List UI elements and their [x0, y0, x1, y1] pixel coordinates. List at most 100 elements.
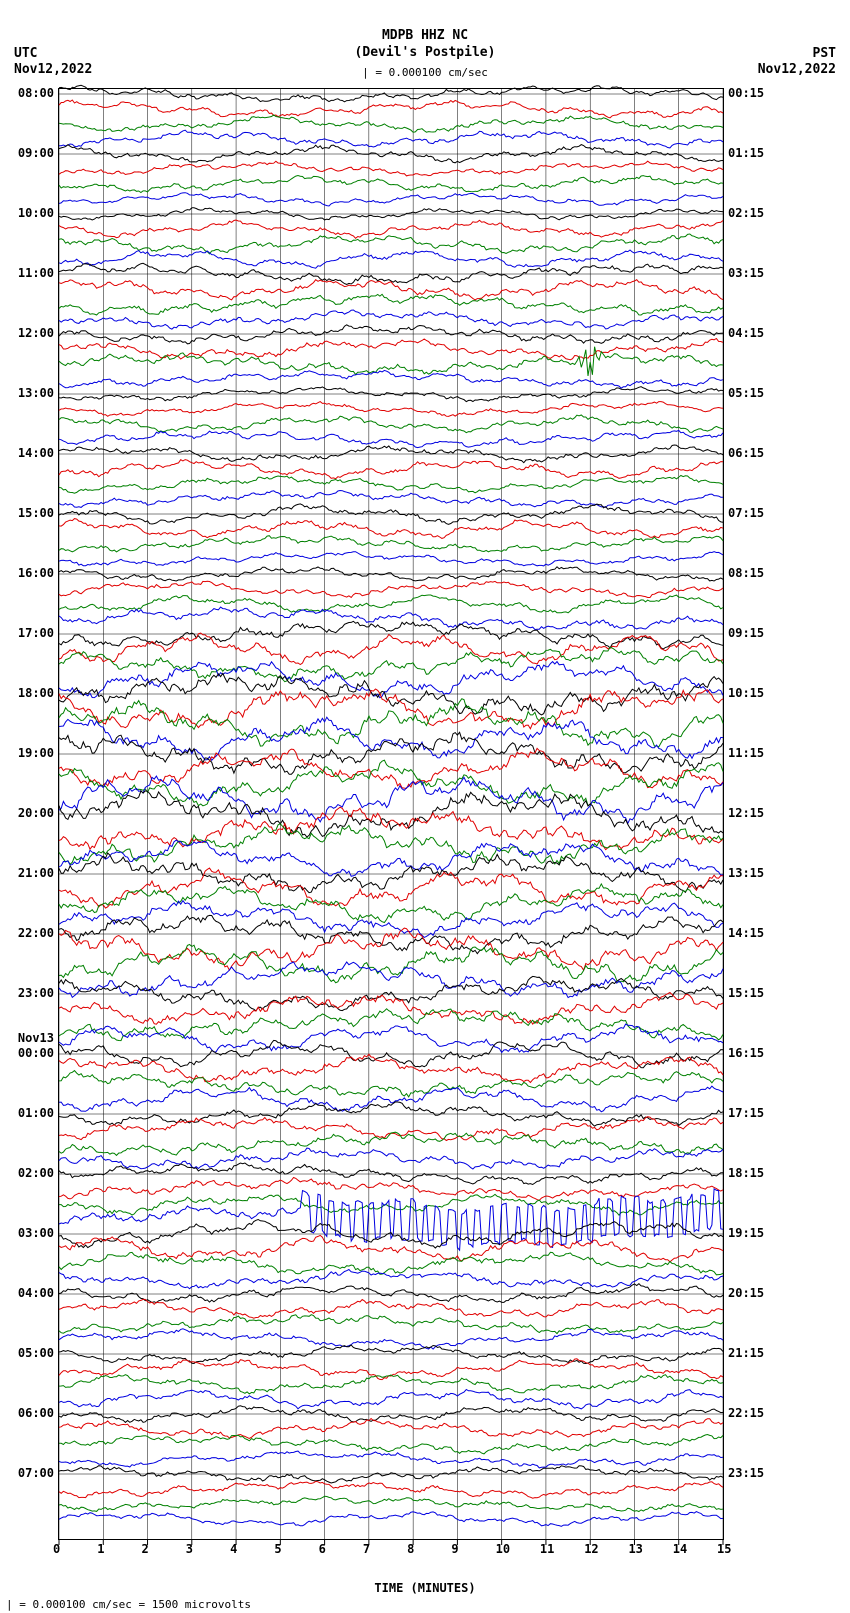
x-tick: 11	[540, 1542, 554, 1556]
trace-row	[59, 595, 723, 613]
trace-row	[59, 1359, 723, 1380]
trace-row	[59, 901, 723, 938]
trace-row	[59, 402, 723, 417]
trace-row	[59, 491, 723, 508]
trace-row	[59, 1148, 723, 1169]
pst-time-label: 10:15	[728, 686, 764, 700]
pst-time-label: 15:15	[728, 986, 764, 1000]
trace-row	[59, 1270, 723, 1289]
x-tick: 0	[53, 1542, 60, 1556]
utc-time-label: 05:00	[18, 1346, 54, 1360]
trace-row	[59, 145, 723, 163]
trace-row	[59, 176, 723, 193]
utc-time-label: 22:00	[18, 926, 54, 940]
pst-time-label: 03:15	[728, 266, 764, 280]
pst-time-label: 06:15	[728, 446, 764, 460]
utc-time-label: 03:00	[18, 1226, 54, 1240]
trace-row	[59, 662, 723, 698]
pst-time-label: 23:15	[728, 1466, 764, 1480]
trace-row	[59, 1315, 723, 1334]
x-tick: 10	[496, 1542, 510, 1556]
utc-time-label: 08:00	[18, 86, 54, 100]
trace-row	[59, 699, 723, 747]
utc-time-label: 00:00	[18, 1046, 54, 1060]
utc-time-label: 01:00	[18, 1106, 54, 1120]
pst-time-label: 13:15	[728, 866, 764, 880]
x-tick: 2	[142, 1542, 149, 1556]
trace-row	[59, 294, 723, 315]
trace-row	[59, 732, 723, 774]
trace-row	[59, 1284, 723, 1303]
x-tick: 9	[451, 1542, 458, 1556]
trace-row	[59, 234, 723, 254]
utc-time-label: 15:00	[18, 506, 54, 520]
trace-row	[59, 1512, 723, 1527]
pst-time-label: 04:15	[728, 326, 764, 340]
trace-row	[59, 993, 723, 1025]
x-tick: 14	[673, 1542, 687, 1556]
pst-time-label: 14:15	[728, 926, 764, 940]
trace-row	[59, 633, 723, 664]
trace-row	[59, 581, 723, 597]
tz-right: PST	[758, 46, 836, 62]
x-tick: 1	[97, 1542, 104, 1556]
trace-row	[59, 1375, 723, 1394]
trace-row	[59, 1132, 723, 1155]
top-right-label: PST Nov12,2022	[758, 46, 836, 77]
date-left: Nov12,2022	[14, 62, 92, 78]
trace-row	[59, 1299, 723, 1318]
pst-time-label: 19:15	[728, 1226, 764, 1240]
trace-row	[59, 536, 723, 552]
trace-row	[59, 552, 723, 566]
tz-left: UTC	[14, 46, 92, 62]
utc-time-label: Nov13	[18, 1031, 54, 1045]
trace-row	[59, 607, 723, 629]
pst-time-label: 12:15	[728, 806, 764, 820]
utc-time-label: 21:00	[18, 866, 54, 880]
trace-row	[59, 220, 723, 238]
utc-time-label: 02:00	[18, 1166, 54, 1180]
trace-row	[59, 85, 723, 102]
trace-row	[59, 115, 723, 132]
trace-row	[59, 310, 723, 329]
trace-row	[59, 460, 723, 479]
pst-time-label: 17:15	[728, 1106, 764, 1120]
utc-time-label: 16:00	[18, 566, 54, 580]
trace-row	[59, 280, 723, 300]
trace-row	[59, 840, 723, 876]
top-left-label: UTC Nov12,2022	[14, 46, 92, 77]
trace-row	[59, 1086, 723, 1112]
trace-row	[59, 370, 723, 388]
x-tick: 3	[186, 1542, 193, 1556]
utc-time-label: 07:00	[18, 1466, 54, 1480]
trace-row	[59, 193, 723, 206]
x-tick: 6	[319, 1542, 326, 1556]
trace-row	[59, 415, 723, 433]
helicorder-container: MDPB HHZ NC (Devil's Postpile) | = 0.000…	[0, 0, 850, 1613]
station-name: (Devil's Postpile)	[0, 45, 850, 62]
trace-row	[59, 853, 723, 893]
x-tick: 15	[717, 1542, 731, 1556]
trace-row	[59, 100, 723, 118]
x-tick: 7	[363, 1542, 370, 1556]
scale-note: | = 0.000100 cm/sec	[0, 66, 850, 79]
x-tick: 5	[274, 1542, 281, 1556]
pst-time-label: 18:15	[728, 1166, 764, 1180]
trace-row	[59, 161, 723, 176]
pst-time-label: 09:15	[728, 626, 764, 640]
header: MDPB HHZ NC (Devil's Postpile) | = 0.000…	[0, 0, 850, 79]
trace-row	[59, 1419, 723, 1439]
x-tick: 4	[230, 1542, 237, 1556]
helicorder-plot	[58, 88, 724, 1540]
trace-row	[59, 250, 723, 268]
pst-time-label: 16:15	[728, 1046, 764, 1060]
trace-row	[59, 130, 723, 148]
trace-row	[59, 1451, 723, 1468]
pst-time-label: 21:15	[728, 1346, 764, 1360]
utc-time-label: 14:00	[18, 446, 54, 460]
trace-row	[59, 325, 723, 344]
trace-row	[59, 1009, 723, 1041]
trace-row	[59, 347, 723, 376]
trace-row	[59, 1466, 723, 1483]
trace-row	[59, 476, 723, 494]
